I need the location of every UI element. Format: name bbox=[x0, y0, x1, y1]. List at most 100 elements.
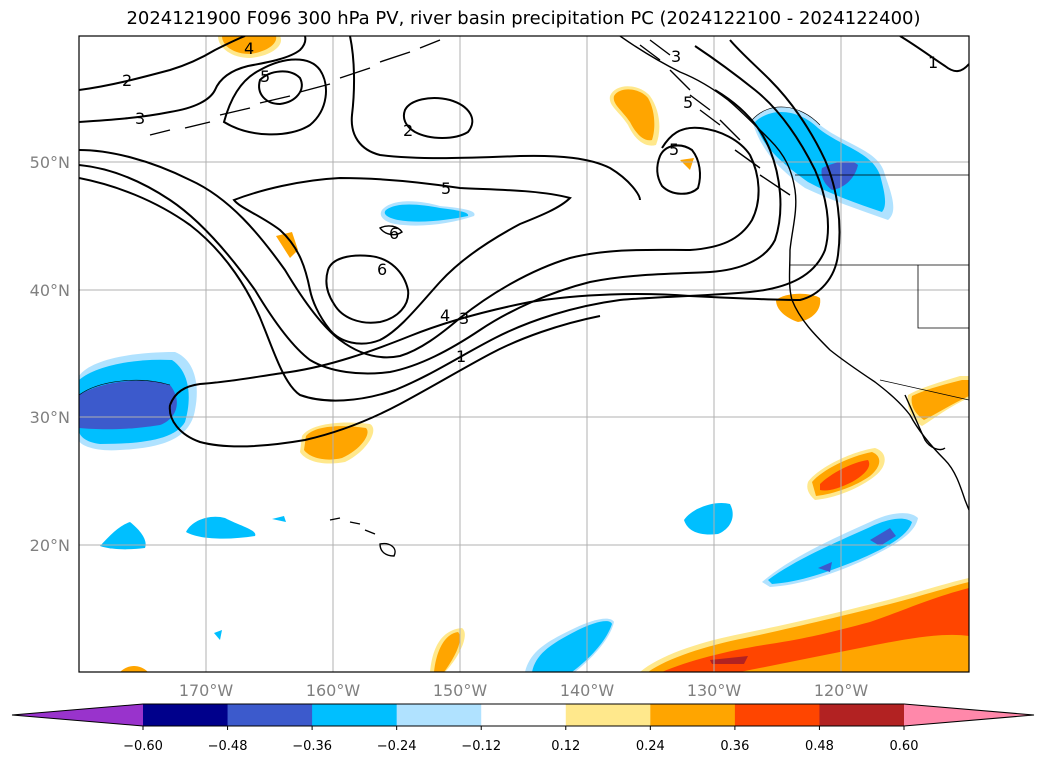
lat-label: 20°N bbox=[30, 536, 70, 555]
pv-contour-4 bbox=[222, 58, 327, 136]
pv-contour-3-main bbox=[79, 89, 782, 375]
island-outline bbox=[378, 225, 403, 236]
contour-label: 2 bbox=[403, 121, 413, 140]
colorbar-tick-label: −0.48 bbox=[208, 739, 248, 754]
precip-positive-area bbox=[276, 232, 298, 258]
map-title: 2024121900 F096 300 hPa PV, river basin … bbox=[126, 8, 921, 29]
contour-label: 3 bbox=[671, 47, 681, 66]
contour-label: 1 bbox=[928, 53, 938, 72]
contour-label: 5 bbox=[260, 67, 270, 86]
colorbar-segment bbox=[481, 704, 567, 726]
precip-positive-area bbox=[120, 666, 148, 672]
lat-label: 40°N bbox=[30, 281, 70, 300]
precip-positive-area bbox=[648, 582, 969, 672]
precip-negative-area bbox=[384, 204, 469, 222]
precip-strong-positive-area bbox=[820, 460, 870, 491]
precip-strong-negative-area bbox=[821, 161, 858, 190]
contour-label: 5 bbox=[669, 140, 679, 159]
lon-label: 170°W bbox=[179, 681, 234, 700]
baja-coastline bbox=[904, 394, 946, 451]
lat-label: 50°N bbox=[30, 153, 70, 172]
lon-label: 140°W bbox=[560, 681, 615, 700]
shading-outlines bbox=[79, 106, 821, 396]
pv-contour-6 bbox=[325, 254, 410, 324]
contour-label: 4 bbox=[244, 39, 254, 58]
lon-label: 130°W bbox=[687, 681, 742, 700]
precip-strong-negative-area bbox=[818, 562, 832, 572]
colorbar-tick-label: 0.24 bbox=[636, 739, 665, 754]
colorbar-tick-label: 0.48 bbox=[805, 739, 834, 754]
colorbar-tick-label: −0.36 bbox=[292, 739, 332, 754]
pv-contour-5-main bbox=[232, 176, 572, 345]
pv-contour-1-main bbox=[79, 36, 841, 406]
colorbar-segment bbox=[312, 704, 398, 726]
lat-label: 30°N bbox=[30, 408, 70, 427]
pv-contour-5 bbox=[258, 70, 303, 106]
contour-label: 5 bbox=[683, 93, 693, 112]
graticule bbox=[79, 36, 969, 672]
contour-label: 2 bbox=[122, 71, 132, 90]
contour-label: 3 bbox=[459, 309, 469, 328]
hawaii-islands bbox=[329, 517, 396, 557]
colorbar-tick-label: 0.12 bbox=[551, 739, 580, 754]
contour-label: 6 bbox=[377, 260, 387, 279]
longitude-labels: 170°W 160°W 150°W 140°W 130°W 120°W bbox=[179, 681, 869, 700]
colorbar-tick-label: −0.24 bbox=[377, 739, 417, 754]
colorbar-tick-label: −0.12 bbox=[461, 739, 501, 754]
pv-contour-2-central bbox=[349, 36, 641, 201]
colorbar-segment bbox=[227, 704, 313, 726]
precip-negative-area bbox=[272, 516, 286, 522]
precip-strong-positive-area bbox=[662, 588, 969, 672]
precip-strong-negative-area bbox=[870, 528, 896, 546]
pv-contour-2 bbox=[79, 36, 246, 91]
alaska-panhandle-islands bbox=[639, 39, 791, 196]
precip-negative-area bbox=[532, 621, 612, 672]
map-frame bbox=[78, 35, 970, 673]
contour-label: 4 bbox=[440, 306, 450, 325]
colorbar bbox=[11, 703, 1035, 727]
contour-label: 6 bbox=[389, 224, 399, 243]
precip-positive-area bbox=[434, 632, 461, 672]
colorbar-tick-label: −0.60 bbox=[123, 739, 163, 754]
colorbar-segment bbox=[734, 704, 820, 726]
pv-contour-1-lower bbox=[168, 315, 601, 448]
pv-contour-5-enclosed bbox=[656, 144, 701, 195]
colorbar-extension-low bbox=[12, 704, 143, 726]
precip-positive-area bbox=[680, 158, 694, 170]
lon-label: 160°W bbox=[306, 681, 361, 700]
pv-contour-2-main bbox=[79, 45, 830, 402]
pv-contour-3 bbox=[79, 36, 307, 123]
colorbar-tick-label: 0.36 bbox=[720, 739, 749, 754]
precip-dark-positive-area bbox=[710, 656, 748, 664]
precip-negative-area bbox=[100, 522, 146, 550]
precipitation-shading bbox=[79, 36, 969, 672]
colorbar-tick-label: 0.60 bbox=[890, 739, 919, 754]
pv-contour-2-enclosed bbox=[402, 97, 474, 139]
precip-negative-area bbox=[684, 502, 733, 535]
colorbar-tick-labels: −0.60 −0.48 −0.36 −0.24 −0.12 0.12 0.24 0.36 0.4… bbox=[123, 726, 918, 754]
colorbar-extension-high bbox=[904, 704, 1034, 726]
pv-contour-4-main bbox=[79, 126, 760, 359]
lon-label: 120°W bbox=[814, 681, 869, 700]
precip-negative-area bbox=[768, 518, 912, 584]
colorbar-segment bbox=[819, 704, 905, 726]
precip-negative-area bbox=[186, 516, 256, 539]
colorbar-segment bbox=[396, 704, 482, 726]
lon-label: 150°W bbox=[433, 681, 488, 700]
contour-label: 1 bbox=[456, 347, 466, 366]
map-content: 2 3 4 5 5 2 5 5 6 6 4 3 1 1 3 bbox=[79, 36, 969, 672]
contour-label: 3 bbox=[135, 109, 145, 128]
latitude-labels: 50°N 40°N 30°N 20°N bbox=[30, 153, 70, 555]
pv-contours bbox=[79, 36, 969, 448]
contour-label: 5 bbox=[441, 179, 451, 198]
contour-labels: 2 3 4 5 5 2 5 5 6 6 4 3 1 1 3 bbox=[122, 39, 938, 366]
colorbar-segment bbox=[650, 704, 736, 726]
precip-positive-area bbox=[304, 426, 368, 460]
colorbar-segment bbox=[143, 704, 229, 726]
precip-positive-area bbox=[613, 89, 655, 141]
precip-positive-area bbox=[911, 380, 969, 420]
colorbar-segment bbox=[565, 704, 651, 726]
pv-contour-1-northeast bbox=[899, 36, 969, 72]
precip-negative-area bbox=[214, 630, 222, 640]
